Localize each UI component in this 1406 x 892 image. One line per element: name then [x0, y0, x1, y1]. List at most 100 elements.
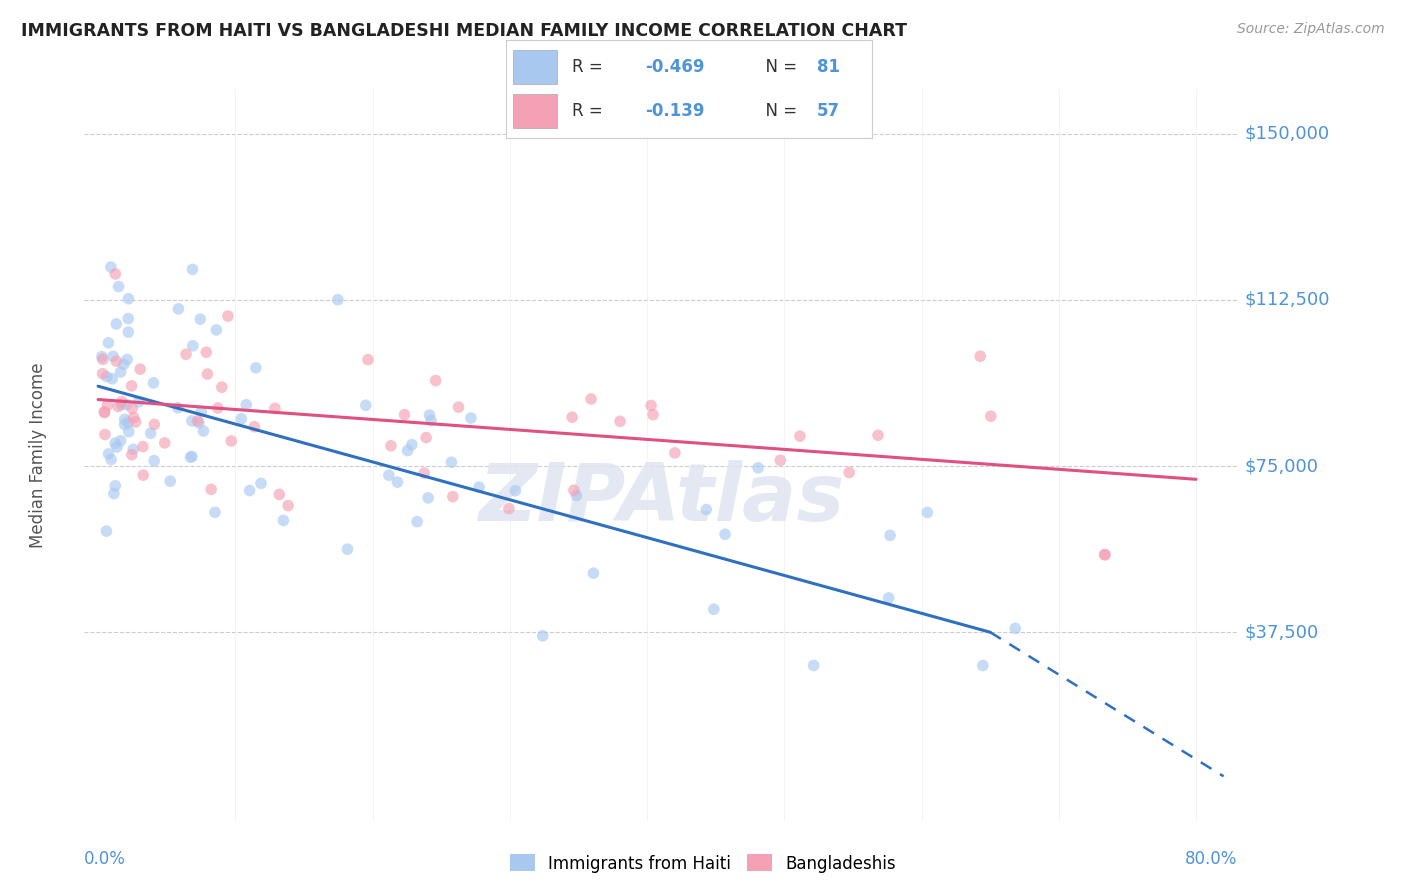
- Point: [326, 293, 349, 307]
- Point: [97, 335, 120, 350]
- Point: [143, 417, 166, 432]
- Point: [117, 416, 139, 430]
- Point: [1094, 548, 1116, 562]
- Point: [609, 414, 631, 428]
- Point: [394, 408, 416, 422]
- Point: [387, 475, 409, 489]
- Text: N =: N =: [755, 58, 801, 76]
- Point: [96, 369, 118, 384]
- Point: [1094, 548, 1116, 562]
- Point: [159, 474, 181, 488]
- Point: [114, 417, 136, 432]
- Point: [197, 367, 219, 381]
- Point: [104, 479, 127, 493]
- Text: 0.0%: 0.0%: [84, 850, 127, 868]
- Point: [664, 446, 686, 460]
- Point: [101, 372, 124, 386]
- Point: [124, 415, 146, 429]
- Point: [418, 408, 440, 422]
- Point: [107, 400, 129, 414]
- Point: [180, 414, 202, 428]
- Point: [879, 528, 901, 542]
- Point: [91, 367, 114, 381]
- Point: [122, 410, 145, 425]
- Text: 80.0%: 80.0%: [1185, 850, 1237, 868]
- Point: [406, 515, 429, 529]
- Point: [441, 490, 464, 504]
- Point: [100, 260, 122, 274]
- Point: [117, 311, 139, 326]
- Point: [357, 352, 380, 367]
- Point: [418, 491, 440, 505]
- Point: [174, 347, 197, 361]
- Point: [110, 398, 132, 412]
- Point: [561, 410, 583, 425]
- Point: [132, 440, 155, 454]
- Text: R =: R =: [572, 58, 607, 76]
- Point: [90, 350, 112, 364]
- Point: [582, 566, 605, 581]
- Text: Median Family Income: Median Family Income: [30, 362, 48, 548]
- Point: [117, 292, 139, 306]
- Point: [187, 414, 209, 428]
- Point: [354, 398, 377, 412]
- Point: [153, 436, 176, 450]
- FancyBboxPatch shape: [513, 95, 557, 128]
- Point: [425, 374, 447, 388]
- Point: [205, 323, 228, 337]
- Point: [115, 352, 138, 367]
- Point: [640, 399, 662, 413]
- Point: [250, 476, 273, 491]
- Point: [190, 404, 212, 418]
- Point: [94, 427, 117, 442]
- FancyBboxPatch shape: [513, 50, 557, 85]
- Point: [129, 362, 152, 376]
- Point: [112, 357, 135, 371]
- Point: [565, 489, 588, 503]
- Point: [235, 398, 257, 412]
- Point: [239, 483, 262, 498]
- Point: [103, 486, 125, 500]
- Point: [468, 480, 491, 494]
- Point: [211, 380, 233, 394]
- Point: [440, 455, 463, 469]
- Text: $75,000: $75,000: [1244, 457, 1319, 475]
- Point: [179, 450, 201, 465]
- Point: [117, 325, 139, 339]
- Point: [105, 317, 128, 331]
- Point: [396, 443, 419, 458]
- Point: [769, 453, 792, 467]
- Point: [121, 379, 143, 393]
- Point: [187, 416, 209, 430]
- Point: [142, 376, 165, 390]
- Point: [104, 436, 127, 450]
- Point: [447, 400, 470, 414]
- Point: [118, 425, 141, 439]
- Point: [703, 602, 725, 616]
- Point: [107, 279, 129, 293]
- Point: [336, 542, 359, 557]
- Point: [380, 439, 402, 453]
- Point: [167, 301, 190, 316]
- Point: [579, 392, 602, 406]
- Point: [378, 468, 401, 483]
- Point: [420, 414, 443, 428]
- Point: [980, 409, 1002, 424]
- Point: [415, 431, 437, 445]
- Point: [115, 397, 138, 411]
- Text: 57: 57: [817, 102, 839, 120]
- Point: [207, 401, 229, 415]
- Point: [269, 487, 291, 501]
- Point: [100, 452, 122, 467]
- Text: -0.139: -0.139: [645, 102, 704, 120]
- Point: [1004, 622, 1026, 636]
- Text: ZIPAtlas: ZIPAtlas: [478, 459, 844, 538]
- Point: [277, 499, 299, 513]
- Point: [181, 262, 204, 277]
- Point: [969, 349, 991, 363]
- Point: [219, 434, 242, 448]
- Text: $37,500: $37,500: [1244, 624, 1319, 641]
- Point: [917, 505, 939, 519]
- Point: [143, 453, 166, 467]
- Point: [110, 434, 132, 448]
